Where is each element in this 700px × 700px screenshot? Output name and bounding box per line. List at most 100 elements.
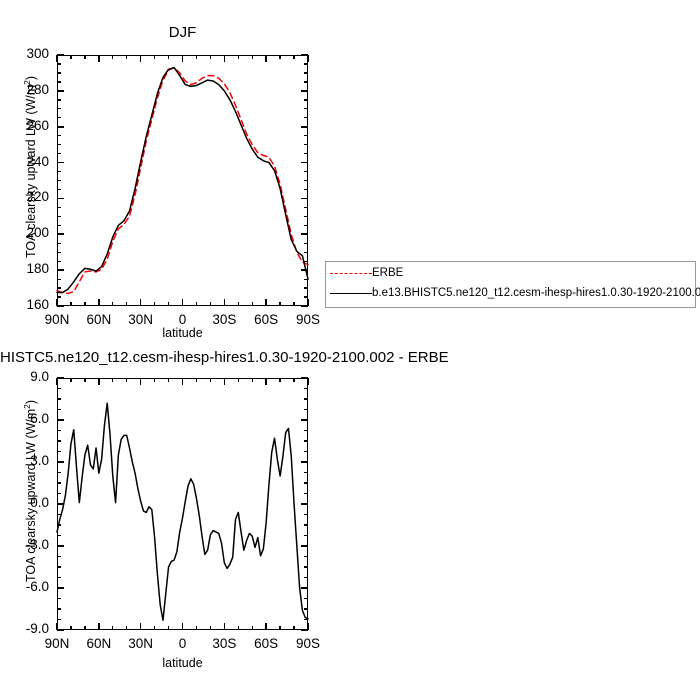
x-tick-major (98, 299, 100, 306)
y-tick-minor (57, 597, 61, 600)
y-tick-minor (57, 398, 61, 400)
x-tick-label: 0 (178, 312, 187, 327)
x-tick-label: 30S (212, 312, 237, 327)
y-tick-minor-right (304, 99, 308, 101)
y-tick-minor-right (304, 534, 308, 537)
y-tick-minor (57, 179, 61, 182)
y-tick-minor (57, 224, 61, 227)
y-tick-minor (57, 524, 61, 526)
y-tick-minor-right (304, 513, 308, 516)
y-tick-minor-right (304, 215, 308, 218)
y-tick-major-right (301, 503, 308, 505)
x-tick-major (98, 623, 100, 630)
y-tick-minor (57, 608, 61, 610)
x-tick-minor (153, 302, 156, 306)
x-tick-minor-top (153, 55, 156, 59)
y-tick-label: 160 (26, 297, 49, 312)
x-tick-minor-top (293, 55, 295, 59)
y-tick-label: 220 (26, 189, 49, 205)
x-tick-minor-top (209, 378, 212, 382)
y-tick-minor-right (304, 63, 308, 65)
y-tick-major-right (301, 419, 308, 421)
y-tick-minor (57, 72, 61, 74)
y-tick-minor-right (304, 408, 308, 411)
x-tick-minor (153, 626, 156, 630)
x-tick-major-top (307, 55, 309, 62)
x-tick-minor (279, 626, 281, 630)
x-tick-minor (126, 626, 128, 630)
y-tick-minor-right (304, 555, 308, 558)
y-tick-major-right (301, 587, 308, 589)
x-tick-label: 30S (212, 636, 237, 651)
x-tick-minor (209, 626, 212, 630)
x-tick-minor (237, 302, 239, 306)
y-tick-minor (57, 278, 61, 280)
x-tick-major (56, 299, 58, 306)
y-tick-minor (57, 555, 61, 558)
x-tick-label: 60S (254, 636, 279, 651)
legend-swatch-erbe (330, 267, 372, 279)
series-path-0 (56, 66, 309, 295)
y-tick-label: 300 (26, 46, 49, 61)
y-tick-label: 6.0 (30, 411, 49, 426)
x-tick-major-top (56, 378, 58, 385)
legend-entry-erbe[interactable]: ERBE (330, 267, 403, 279)
y-tick-minor-right (304, 576, 308, 579)
y-tick-minor (57, 242, 61, 244)
y-tick-minor (57, 471, 61, 474)
x-tick-minor (84, 626, 86, 630)
x-tick-major-top (181, 55, 184, 62)
y-tick-label: 180 (26, 261, 49, 277)
x-tick-label: 60N (86, 636, 112, 651)
y-tick-label: -9.0 (25, 621, 49, 636)
bottom-panel-xlabel: latitude (162, 656, 203, 670)
legend-label-erbe: ERBE (372, 267, 404, 279)
y-tick-minor-right (304, 597, 308, 600)
y-tick-minor-right (304, 398, 308, 400)
y-tick-minor-right (304, 188, 308, 191)
x-tick-minor (167, 626, 170, 630)
y-tick-minor-right (304, 144, 308, 146)
x-tick-minor-top (195, 378, 198, 382)
x-tick-major-top (265, 378, 267, 385)
y-tick-minor-right (304, 566, 308, 568)
y-tick-minor (57, 440, 61, 442)
top-panel-xlabel: latitude (162, 326, 203, 340)
x-tick-minor (209, 302, 212, 306)
y-tick-minor-right (304, 224, 308, 227)
y-tick-minor-right (304, 296, 308, 298)
bottom-panel-title: HISTC5.ne120_t12.cesm-ihesp-hires1.0.30-… (0, 349, 449, 366)
x-tick-major-top (181, 378, 184, 385)
y-tick-label: 9.0 (30, 369, 49, 384)
y-tick-minor (57, 81, 61, 83)
x-tick-minor-top (153, 378, 156, 382)
y-tick-minor-right (304, 260, 308, 262)
y-tick-minor-right (304, 608, 308, 610)
x-tick-major (181, 623, 184, 630)
x-tick-minor-top (84, 55, 86, 59)
y-tick-minor-right (304, 170, 308, 173)
y-tick-major-right (301, 90, 308, 92)
legend-entry-model[interactable]: b.e13.BHISTC5.ne120_t12.cesm-ihesp-hires… (330, 287, 700, 299)
x-tick-minor-top (237, 55, 239, 59)
y-tick-minor (57, 260, 61, 262)
x-tick-minor-top (112, 378, 114, 382)
y-tick-minor (57, 99, 61, 101)
x-tick-minor (195, 302, 198, 306)
y-tick-major (57, 161, 64, 164)
x-tick-minor-top (126, 55, 128, 59)
x-tick-major-top (265, 55, 267, 62)
x-tick-minor-top (279, 55, 281, 59)
y-tick-label: 280 (26, 81, 49, 97)
x-tick-major (265, 299, 267, 306)
y-tick-minor (57, 576, 61, 579)
x-tick-minor (237, 626, 239, 630)
x-tick-minor (279, 302, 281, 306)
y-tick-major (57, 269, 64, 271)
x-tick-minor-top (167, 55, 170, 59)
y-tick-minor (57, 287, 61, 289)
y-tick-label: -3.0 (25, 537, 49, 552)
x-tick-minor-top (195, 55, 198, 59)
y-tick-major (57, 629, 64, 631)
